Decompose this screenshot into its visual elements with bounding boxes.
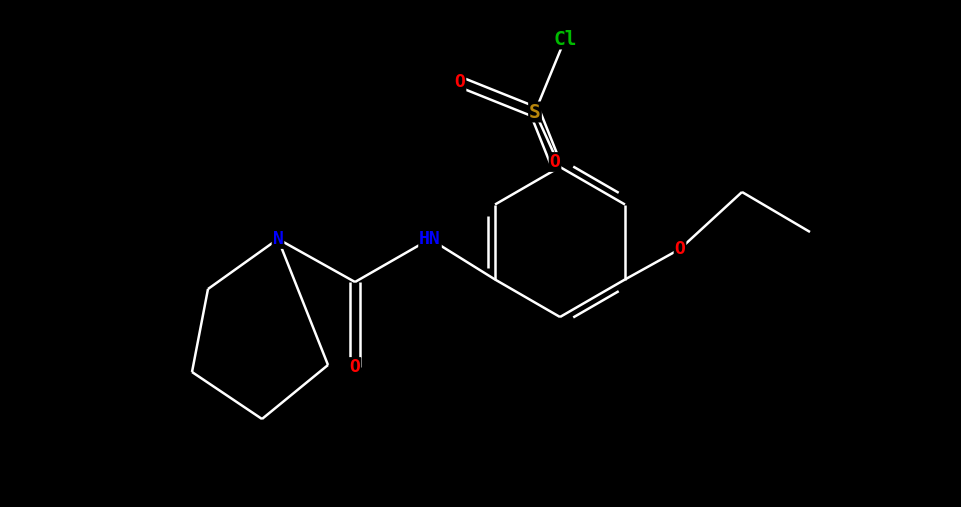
Text: O: O [550,153,560,171]
Text: N: N [273,230,283,248]
Text: HN: HN [419,230,441,248]
Text: O: O [455,73,465,91]
Text: O: O [350,358,360,376]
Text: S: S [530,102,541,122]
Text: Cl: Cl [554,29,577,49]
Text: O: O [675,240,685,258]
